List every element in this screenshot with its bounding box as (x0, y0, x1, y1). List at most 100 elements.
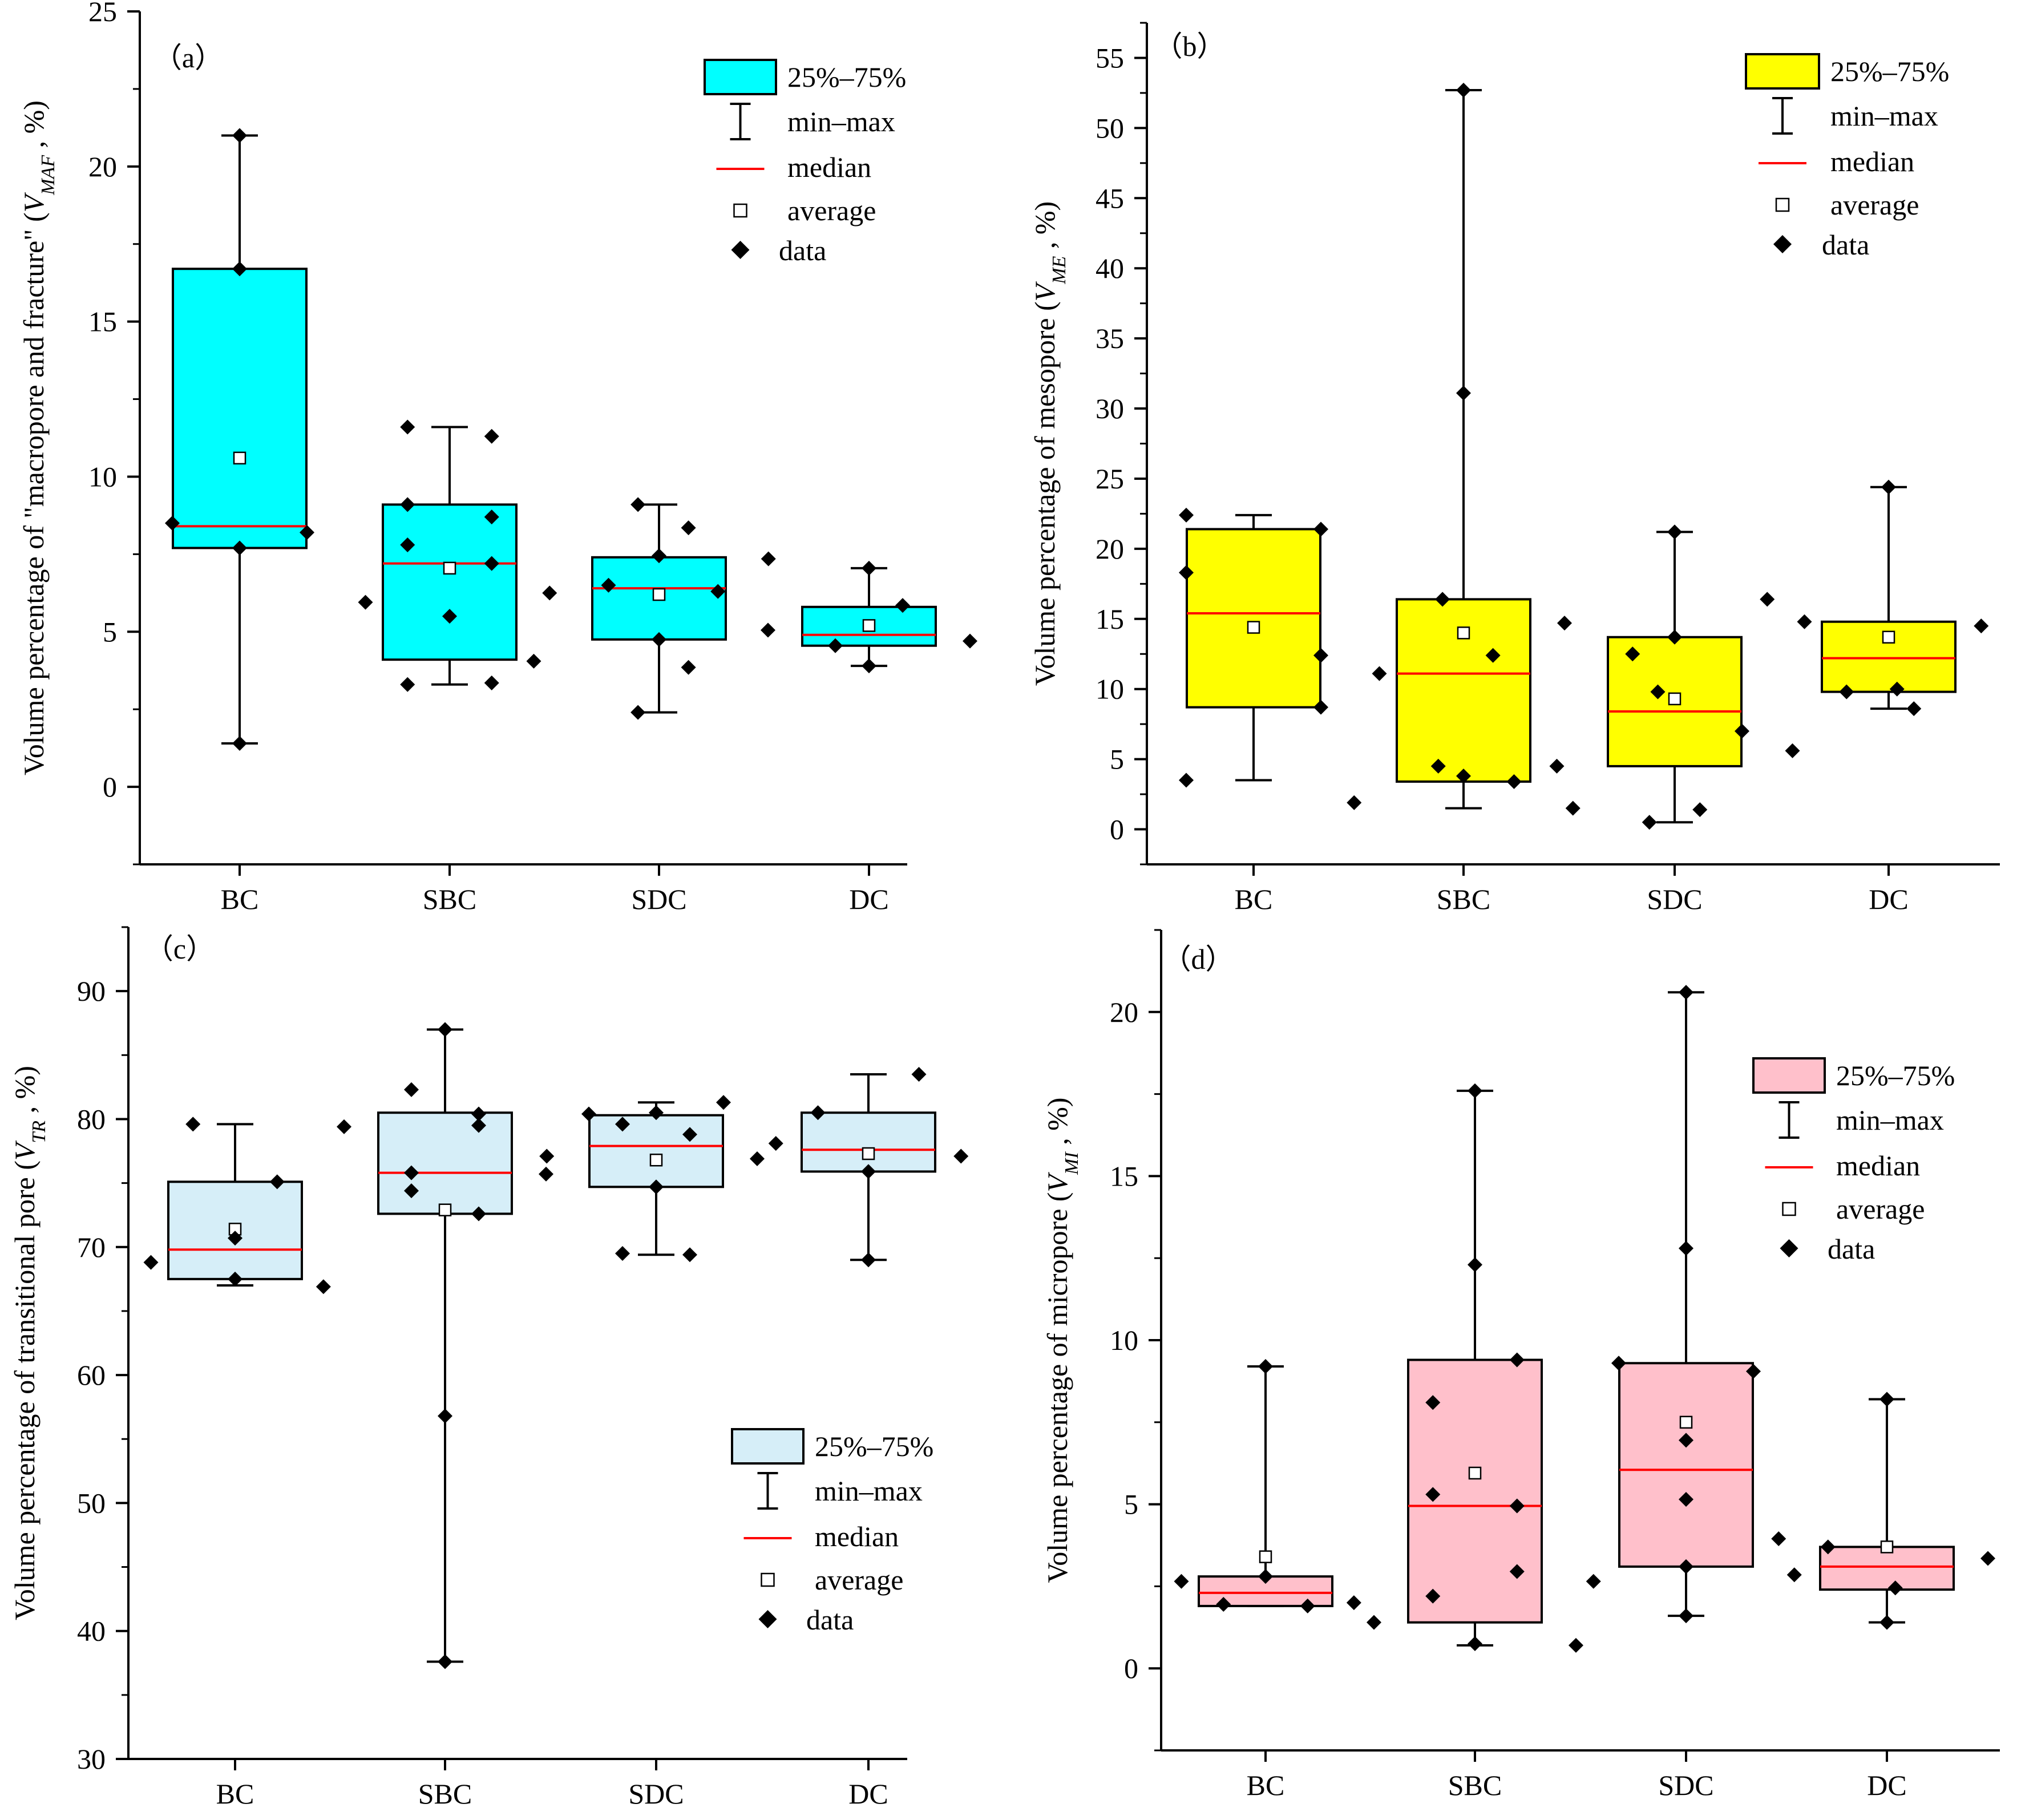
average-marker (1880, 1540, 1894, 1554)
data-point (1760, 592, 1775, 607)
legend-average-marker (1775, 197, 1790, 212)
data-point (232, 128, 247, 143)
data-point (1425, 1395, 1441, 1410)
average-marker (1247, 621, 1260, 634)
legend-data-marker (1773, 235, 1792, 253)
iqr-box (801, 1111, 936, 1173)
data-point (1746, 1364, 1761, 1379)
data-point (895, 598, 910, 613)
data-point (1506, 774, 1522, 789)
data-point (1509, 1498, 1525, 1514)
panel-b: 0 5 10 15 20 25 30 35 40 45 50 55 BC SBC SDC DC Volume p… (1029, 22, 2000, 915)
data-point (300, 525, 314, 540)
data-point (1650, 684, 1666, 699)
data-point (1557, 616, 1572, 631)
data-point (1430, 758, 1446, 774)
x-tick-label-sbc: SBC (1437, 883, 1491, 915)
data-point (143, 1255, 159, 1270)
data-point (400, 537, 415, 553)
data-point (484, 675, 499, 690)
data-point (652, 632, 666, 647)
y-tick-label: 15 (1096, 603, 1124, 635)
data-point (438, 1022, 452, 1037)
data-point (1906, 701, 1922, 717)
data-point (1425, 1487, 1441, 1502)
box-bc (143, 1117, 331, 1295)
box-bc (1179, 507, 1328, 788)
legend-label-data: data (779, 234, 826, 266)
data-point (810, 1105, 826, 1121)
data-point (400, 497, 415, 512)
box-bc (165, 128, 314, 751)
data-point (630, 497, 646, 512)
x-tick-label-sbc: SBC (423, 883, 477, 915)
data-point (1313, 648, 1328, 663)
data-point (1679, 1433, 1693, 1448)
iqr-box (1407, 1358, 1543, 1624)
average-marker (1259, 1550, 1272, 1563)
legend-label-minmax: min–max (1830, 100, 1938, 132)
y-tick-label: 20 (1096, 533, 1124, 565)
data-point (542, 585, 557, 601)
data-point (615, 1245, 630, 1261)
legend: 25%–75% min–max median average data (704, 59, 906, 266)
average-marker (862, 1147, 875, 1160)
data-point (1569, 1637, 1583, 1653)
x-tick-label-bc: BC (216, 1778, 254, 1810)
data-point (682, 1127, 697, 1142)
y-tick-label: 15 (1110, 1160, 1138, 1192)
box-dc (1797, 479, 1989, 717)
legend-label-minmax: min–max (787, 106, 895, 137)
data-point (1980, 1551, 1995, 1566)
data-point (1839, 684, 1854, 699)
y-tick-label: 60 (77, 1359, 106, 1391)
data-point (1179, 565, 1194, 580)
data-point (404, 1082, 419, 1097)
y-tick-label: 10 (1096, 673, 1124, 705)
data-point (471, 1206, 486, 1222)
y-tick-label: 50 (1096, 112, 1124, 144)
legend-label-median: median (787, 151, 871, 183)
y-axis-title: Volume percentage of "macropore and frac… (18, 100, 59, 775)
panel-d: 0 5 10 15 20 BC SBC SDC DC Volume percentage of m… (1041, 929, 2000, 1801)
box-dc (1786, 1392, 1995, 1630)
data-point (615, 1117, 630, 1132)
data-point (1549, 758, 1565, 774)
data-point (649, 1179, 664, 1195)
data-point (710, 584, 726, 599)
legend-label-minmax: min–max (1836, 1104, 1944, 1136)
data-point (1820, 1539, 1836, 1555)
average-marker (233, 451, 246, 465)
panel-a: 0 5 10 15 20 25 BC SBC SDC DC Volume percentage of… (18, 0, 977, 915)
data-point (581, 1106, 596, 1122)
data-point (232, 540, 247, 556)
data-point (484, 509, 499, 525)
data-point (1367, 1615, 1381, 1630)
data-point (484, 428, 499, 444)
legend-box-swatch (1745, 53, 1820, 90)
legend-data-marker (731, 241, 750, 259)
legend-label-data: data (1822, 229, 1869, 261)
data-point (1313, 699, 1328, 715)
data-point (649, 1105, 664, 1121)
y-tick-label: 20 (1110, 996, 1138, 1028)
legend-average-marker (733, 203, 747, 218)
data-point (1879, 1392, 1894, 1407)
iqr-box (1186, 528, 1321, 709)
average-marker (649, 1153, 663, 1167)
data-point (630, 705, 646, 720)
x-tick-label-bc: BC (1235, 883, 1273, 915)
legend-box-swatch (704, 59, 777, 95)
y-tick-label: 20 (88, 151, 117, 183)
box-dc (761, 560, 977, 674)
panel-label: （b） (1154, 30, 1226, 62)
y-tick-label: 5 (103, 616, 117, 648)
average-marker (1668, 692, 1681, 706)
x-tick-label-dc: DC (849, 883, 888, 915)
data-point (316, 1279, 331, 1295)
legend-label-iqr: 25%–75% (787, 61, 906, 93)
average-marker (1457, 626, 1470, 640)
legend-label-average: average (815, 1564, 903, 1596)
y-tick-label: 5 (1124, 1489, 1138, 1520)
legend-label-median: median (815, 1520, 899, 1552)
